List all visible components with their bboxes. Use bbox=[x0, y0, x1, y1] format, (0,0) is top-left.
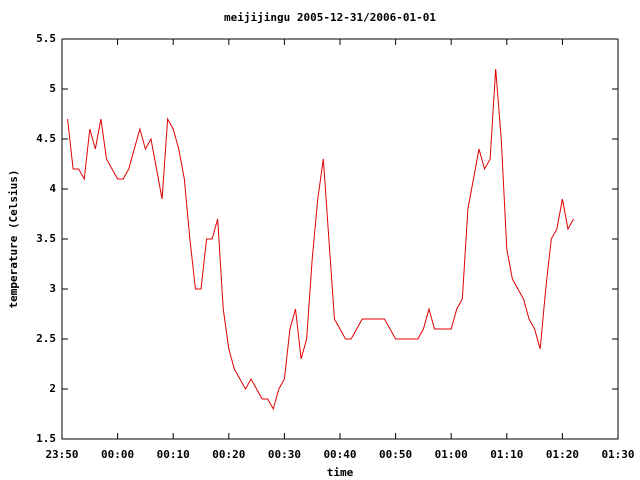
y-tick-label: 3 bbox=[49, 282, 56, 295]
y-tick-label: 4 bbox=[49, 182, 56, 195]
x-tick-label: 00:10 bbox=[157, 448, 190, 461]
x-tick-label: 01:20 bbox=[546, 448, 579, 461]
y-tick-label: 5.5 bbox=[36, 32, 56, 45]
y-axis-label: temperature (Celsius) bbox=[7, 169, 20, 308]
x-tick-label: 00:00 bbox=[101, 448, 134, 461]
y-tick-label: 2.5 bbox=[36, 332, 56, 345]
x-tick-label: 00:20 bbox=[212, 448, 245, 461]
x-tick-label: 01:30 bbox=[601, 448, 634, 461]
y-tick-label: 2 bbox=[49, 382, 56, 395]
x-tick-label: 00:30 bbox=[268, 448, 301, 461]
chart-title: meijijingu 2005-12-31/2006-01-01 bbox=[224, 11, 436, 24]
x-tick-label: 01:10 bbox=[490, 448, 523, 461]
x-tick-label: 01:00 bbox=[435, 448, 468, 461]
x-tick-label: 00:50 bbox=[379, 448, 412, 461]
x-tick-label: 23:50 bbox=[45, 448, 78, 461]
x-tick-label: 00:40 bbox=[323, 448, 356, 461]
y-tick-label: 4.5 bbox=[36, 132, 56, 145]
y-tick-label: 1.5 bbox=[36, 432, 56, 445]
y-tick-label: 3.5 bbox=[36, 232, 56, 245]
y-tick-label: 5 bbox=[49, 82, 56, 95]
data-line bbox=[67, 68, 574, 411]
x-axis-label: time bbox=[327, 466, 354, 479]
